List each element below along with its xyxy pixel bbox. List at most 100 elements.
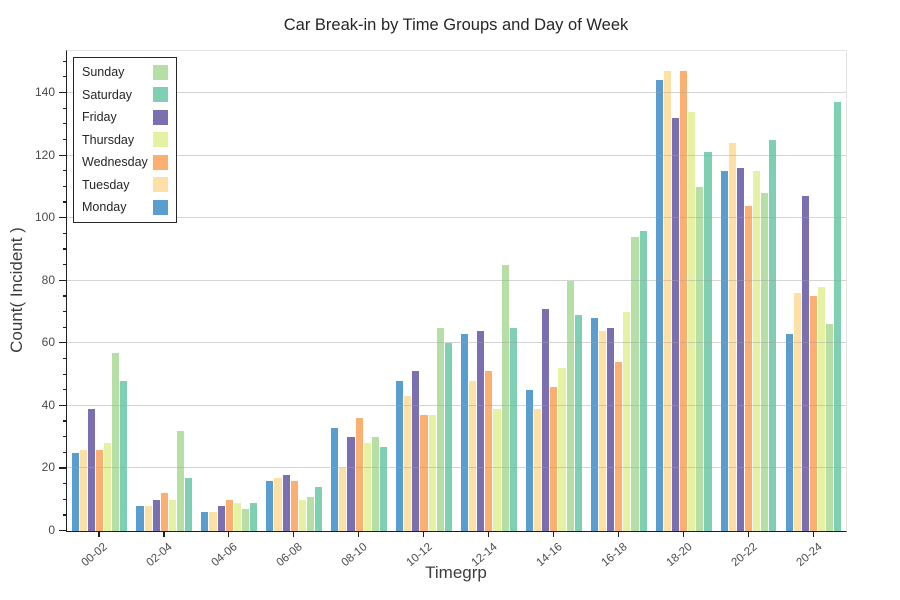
y-axis-minor-tick-30 — [62, 436, 66, 438]
bar-pack-12-14 — [461, 51, 517, 531]
bar-sunday-14-16 — [566, 280, 574, 531]
x-axis-tick-14-16 — [552, 531, 555, 537]
bar-friday-10-12 — [412, 371, 420, 531]
bar-group-04-06 — [197, 51, 262, 531]
y-axis-minor-tick-15 — [62, 483, 66, 485]
legend-swatch-friday — [153, 109, 168, 125]
y-axis-title: Count( Incident ) — [7, 227, 26, 353]
bar-pack-02-04 — [136, 51, 193, 531]
x-axis-tick-label-00-02: 00-02 — [79, 541, 111, 570]
legend-item-monday: Monday — [74, 196, 176, 219]
legend-label-friday: Friday — [82, 110, 117, 125]
bar-wednesday-06-08 — [290, 480, 298, 531]
legend-label-saturday: Saturday — [82, 87, 133, 102]
bar-monday-18-20 — [655, 80, 663, 531]
bar-wednesday-12-14 — [485, 371, 493, 531]
bar-thursday-14-16 — [558, 368, 566, 531]
bar-saturday-20-24 — [834, 102, 842, 531]
bar-friday-14-16 — [542, 308, 550, 531]
legend-swatch-wednesday — [153, 154, 168, 170]
bar-tuesday-16-18 — [598, 330, 607, 531]
bar-tuesday-04-06 — [209, 512, 217, 531]
y-axis-major-tick-140 — [59, 91, 66, 94]
bar-friday-16-18 — [607, 327, 615, 531]
legend-box: Sunday Saturday Friday Thursday Wednesday Tue… — [73, 57, 177, 223]
bar-sunday-10-12 — [436, 327, 444, 531]
bar-tuesday-08-10 — [339, 468, 347, 531]
y-axis-tick-label-0: 0 — [48, 523, 55, 537]
bar-saturday-20-22 — [769, 139, 777, 531]
legend-item-wednesday: Wednesday — [74, 151, 176, 174]
y-axis-minor-tick-110 — [62, 185, 66, 187]
bar-wednesday-10-12 — [420, 415, 428, 531]
bar-friday-04-06 — [217, 505, 225, 531]
bar-saturday-06-08 — [314, 487, 323, 531]
x-axis-tick-label-14-16: 14-16 — [534, 541, 565, 570]
bar-pack-08-10 — [331, 51, 387, 531]
bar-thursday-20-22 — [753, 171, 761, 531]
bar-saturday-10-12 — [444, 343, 452, 531]
bar-pack-18-20 — [655, 51, 712, 531]
chart-title: Car Break-in by Time Groups and Day of W… — [283, 16, 629, 34]
y-axis-minor-tick-125 — [62, 138, 66, 141]
bar-thursday-06-08 — [298, 499, 306, 531]
bar-wednesday-08-10 — [355, 418, 363, 531]
legend-item-sunday: Sunday — [74, 61, 176, 84]
y-axis-major-tick-80 — [59, 279, 66, 281]
bar-monday-04-06 — [201, 512, 209, 531]
x-axis-tick-label-08-10: 08-10 — [339, 541, 370, 570]
bar-tuesday-18-20 — [663, 71, 672, 531]
x-axis-tick-16-18 — [617, 531, 619, 537]
legend-item-friday: Friday — [74, 106, 176, 129]
bar-tuesday-12-14 — [469, 380, 477, 531]
x-axis-tick-04-06 — [228, 531, 230, 537]
y-axis-minor-tick-90 — [62, 248, 66, 250]
x-axis-tick-10-12 — [423, 531, 425, 537]
bar-tuesday-20-22 — [728, 143, 736, 531]
bar-saturday-18-20 — [704, 152, 712, 531]
bar-monday-00-02 — [71, 452, 79, 531]
bar-saturday-14-16 — [574, 315, 582, 531]
bar-monday-08-10 — [331, 427, 339, 531]
bar-group-00-02 — [67, 51, 132, 531]
y-axis-tick-label-80: 80 — [41, 272, 55, 287]
bar-saturday-16-18 — [639, 230, 647, 531]
bar-group-08-10 — [327, 51, 392, 531]
bar-thursday-12-14 — [493, 408, 501, 531]
bar-wednesday-00-02 — [95, 449, 103, 531]
bar-friday-02-04 — [152, 499, 160, 531]
y-axis-minor-tick-135 — [62, 107, 66, 109]
bar-group-06-08 — [262, 51, 327, 531]
gridline-y-100 — [67, 217, 846, 219]
bar-thursday-08-10 — [363, 443, 371, 531]
y-axis-tick-label-60: 60 — [41, 335, 55, 350]
bar-sunday-02-04 — [177, 430, 185, 531]
bar-sunday-18-20 — [696, 186, 704, 531]
legend-label-sunday: Sunday — [82, 65, 125, 80]
bar-friday-08-10 — [347, 437, 355, 531]
bar-tuesday-00-02 — [79, 449, 87, 531]
bar-pack-16-18 — [590, 51, 647, 531]
bar-friday-00-02 — [87, 408, 95, 531]
bar-group-20-24 — [781, 51, 846, 531]
bar-group-18-20 — [651, 51, 716, 531]
bar-group-12-14 — [457, 51, 522, 531]
gridline-y-140 — [67, 91, 846, 93]
bar-monday-06-08 — [266, 480, 274, 531]
gridline-y-60 — [67, 342, 846, 344]
bar-sunday-06-08 — [306, 496, 314, 531]
gridline-y-40 — [67, 404, 846, 406]
y-axis-tick-label-20: 20 — [41, 460, 55, 475]
legend-swatch-thursday — [153, 132, 168, 148]
legend-item-tuesday: Tuesday — [74, 174, 176, 197]
bar-group-10-12 — [392, 51, 457, 531]
bar-saturday-08-10 — [379, 446, 387, 531]
bar-sunday-16-18 — [631, 236, 639, 531]
x-axis-tick-label-16-18: 16-18 — [599, 541, 630, 570]
x-axis-tick-06-08 — [293, 531, 295, 537]
y-axis-minor-tick-5 — [62, 514, 66, 516]
bar-wednesday-04-06 — [225, 499, 233, 531]
y-axis-minor-tick-10 — [62, 498, 66, 500]
bar-friday-20-22 — [736, 168, 745, 531]
